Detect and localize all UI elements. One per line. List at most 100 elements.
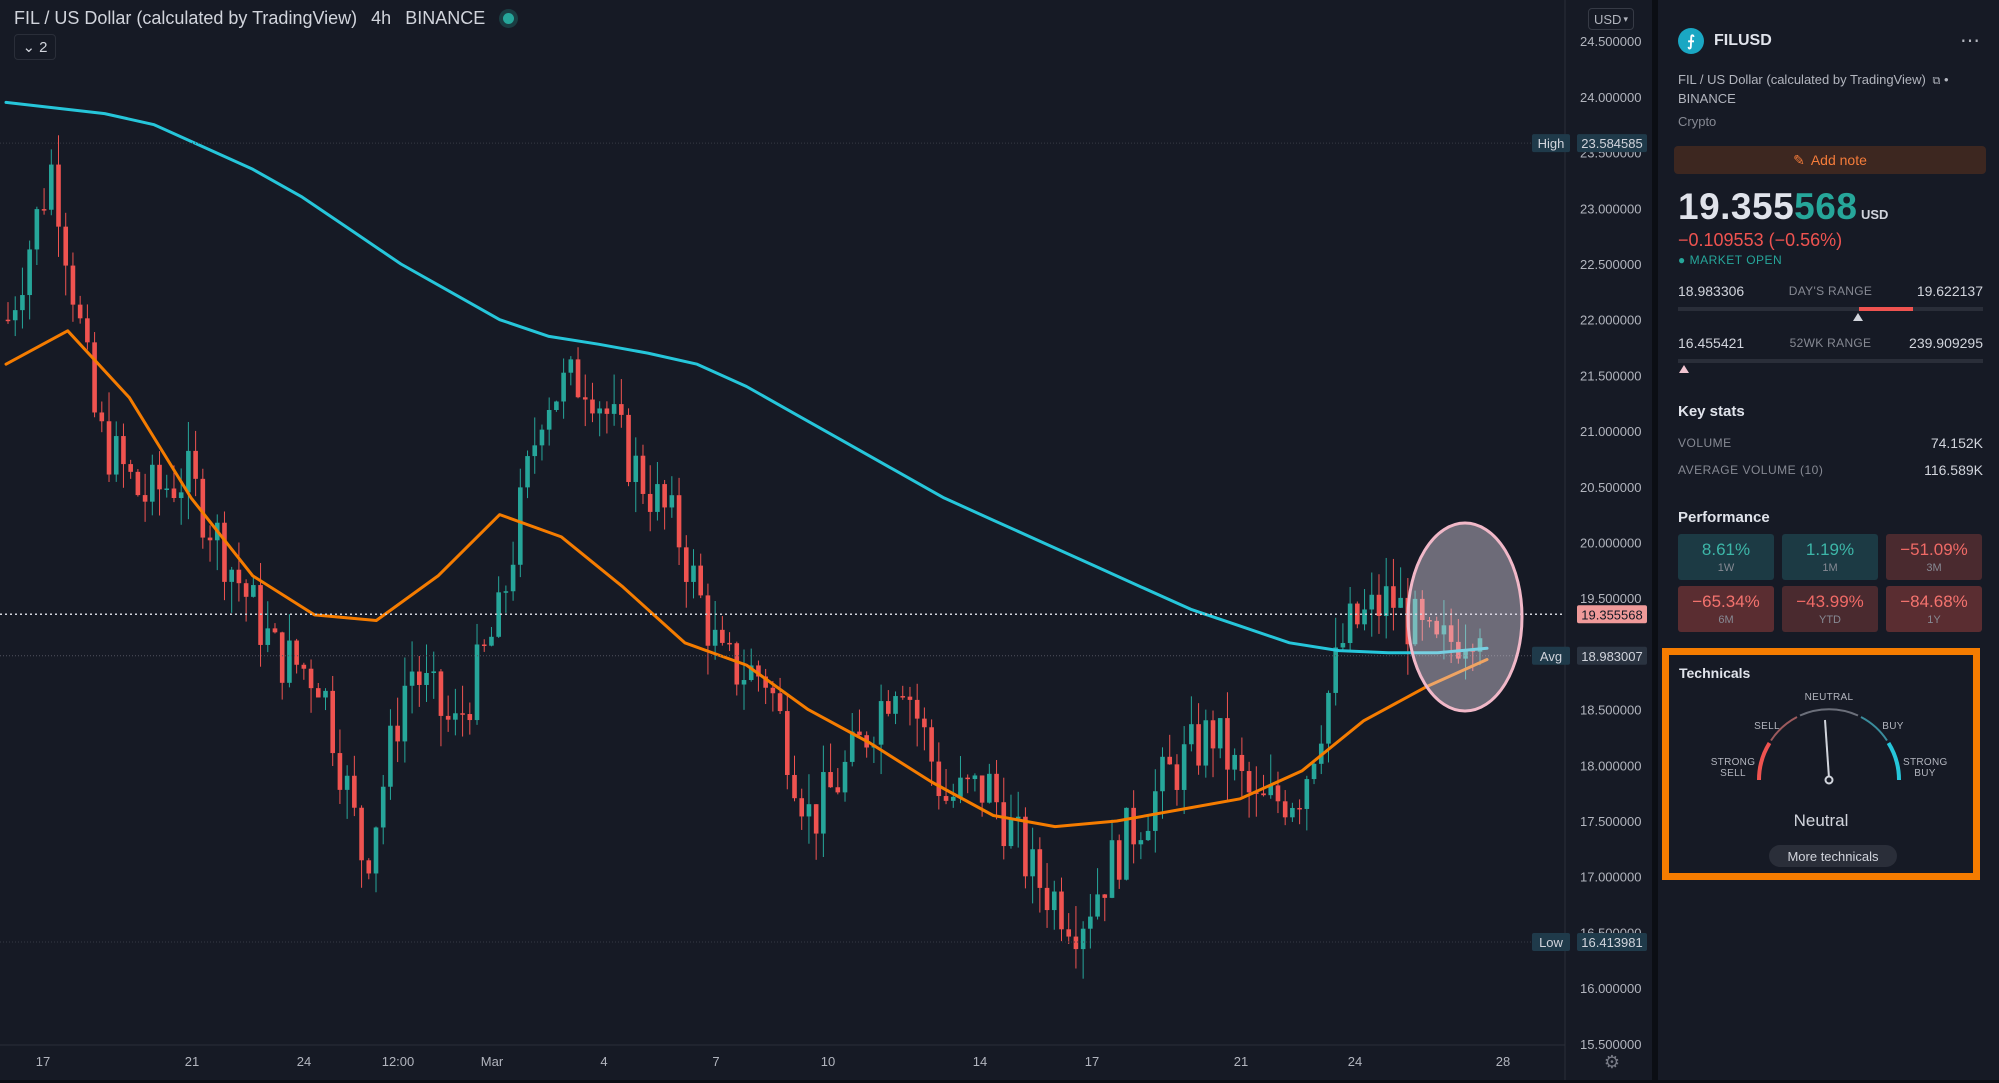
candle-body [294,640,299,665]
chart-pane[interactable]: 15.500000 16.000000 16.500000 17.000000 17.5… [0,0,1652,1083]
candle-body [741,680,747,685]
indicators-toggle-button[interactable]: ⌄ 2 [14,34,56,60]
candle-body [265,628,271,645]
candle-body [1434,620,1440,635]
symbol-name[interactable]: FILUSD [1714,32,1772,49]
candle-body [1116,840,1122,880]
candle-body [828,772,833,788]
day-high: 19.622137 [1916,283,1983,299]
candle-body [41,209,47,211]
candle-body [287,640,292,683]
symbol-details-panel: ⨍ FILUSD ⋯ FIL / US Dollar (calculated b… [1658,0,1999,1083]
chart-interval[interactable]: 4h [371,8,392,28]
candle-body [63,226,69,266]
gauge-label-strong-sell: STRONG SELL [1710,757,1756,779]
candle-body [467,714,473,721]
candle-body [1477,638,1483,652]
candle-body [56,164,61,227]
performance-cell[interactable]: −65.34% 6M [1678,586,1774,632]
candle-body [1102,894,1108,898]
candle-body [359,807,364,861]
candle-body [878,701,884,745]
technicals-result: Neutral [1793,811,1849,830]
candle-body [200,478,206,538]
candle-body [1196,724,1201,766]
chart-settings-icon[interactable]: ⚙ [1604,1052,1620,1073]
more-options-icon[interactable]: ⋯ [1960,30,1981,52]
symbol-description-text: FIL / US Dollar (calculated by TradingVi… [1678,72,1926,87]
price-axis-tick: 20.500000 [1580,480,1641,495]
candle-body [1268,785,1274,796]
technicals-gauge [1756,708,1902,785]
candle-body [590,399,595,414]
external-link-icon[interactable]: ⧉ [1929,75,1941,87]
pane-divider[interactable] [1652,0,1658,1083]
candle-body [20,295,25,311]
candle-body [1376,594,1382,616]
candle-body [943,796,949,801]
time-axis-tick: 7 [712,1054,719,1069]
performance-period: YTD [1819,614,1841,626]
day-range-marker-icon [1853,313,1863,321]
candle-body [647,493,653,512]
add-note-label: Add note [1810,152,1867,168]
candle-body [777,693,783,712]
candle-body [77,304,83,319]
performance-cell[interactable]: 1.19% 1M [1782,534,1878,580]
currency-select[interactable]: USD ▾ [1588,8,1634,30]
candle-body [171,488,177,499]
low-price-label-bg [1577,933,1647,952]
performance-period: 1W [1717,562,1735,574]
technicals-widget: Technicals STRONG SELL SELL NEUTRAL BUY … [1662,648,1980,880]
candle-body [121,436,126,465]
candle-body [1174,764,1180,790]
gauge-strong-buy-arc [1886,741,1902,781]
add-note-button[interactable]: ✎ Add note [1674,146,1986,174]
time-axis-tick: 10 [821,1054,835,1069]
candle-body [784,711,790,775]
candle-body [1152,791,1158,831]
candle-body [1347,603,1353,644]
candle-body [99,412,105,422]
candle-body [1326,692,1331,744]
price-axis-tick: 24.000000 [1580,90,1641,105]
candle-body [900,696,906,698]
candle-body [705,595,711,646]
chart-header: FIL / US Dollar (calculated by TradingVi… [14,8,515,29]
last-price-highlight: 568 [1794,186,1858,227]
price-chart[interactable]: 15.50000016.00000016.50000017.00000017.5… [0,0,1652,1083]
price-axis-tick: 19.500000 [1580,591,1641,606]
ma-fast-line [4,329,1489,829]
candle-body [481,644,487,647]
52wk-low: 16.455421 [1678,335,1745,351]
more-technicals-button[interactable]: More technicals [1769,845,1897,867]
volume-value: 74.152K [1930,435,1983,451]
candle-body [1181,744,1187,790]
day-range-label: DAY'S RANGE [1788,284,1873,298]
performance-cell[interactable]: −51.09% 3M [1886,534,1982,580]
candle-body [1340,643,1346,648]
indicator-count: 2 [39,38,48,56]
gauge-strong-sell-arc [1756,741,1772,781]
candle-body [222,522,227,582]
candle-body [532,445,538,457]
performance-cell[interactable]: 8.61% 1W [1678,534,1774,580]
candle-body [1333,647,1338,693]
candle-body [626,414,631,483]
last-price: 19.355568 [1678,186,1857,228]
candle-body [1023,816,1028,877]
candle-body [1095,894,1100,917]
candle-body [597,408,602,414]
candle-body [301,664,307,669]
candle-body [611,404,617,414]
candle-body [655,484,660,512]
candle-body [546,409,552,430]
performance-cell[interactable]: −43.99% YTD [1782,586,1878,632]
candle-body [243,583,249,597]
candle-body [633,455,639,483]
candle-body [135,471,141,496]
chart-title: FIL / US Dollar (calculated by TradingVi… [14,8,358,28]
performance-cell[interactable]: −84.68% 1Y [1886,586,1982,632]
candle-body [835,787,841,793]
candle-body [1369,594,1375,610]
